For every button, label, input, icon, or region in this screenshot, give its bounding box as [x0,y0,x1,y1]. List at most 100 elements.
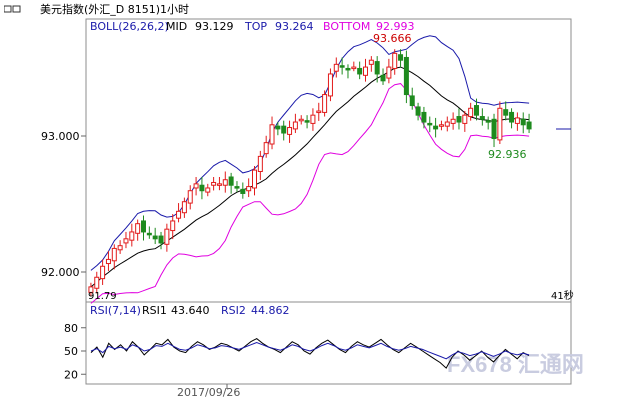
candle-body [479,116,485,120]
rsi1-value: 43.640 [171,304,210,317]
rsi-name: RSI(7,14) [90,304,141,317]
boll-name: BOLL(26,26,2) [90,20,169,33]
candle-body [357,67,363,75]
candle-body [170,220,176,232]
candle-body [234,186,240,189]
candle-body [181,201,187,214]
candle-body [380,74,386,82]
candle-body [409,95,415,107]
high-annotation: 93.666 [373,32,412,45]
candle-body [193,183,199,189]
right-bottom-label: 41秒 [551,289,574,302]
candle-body [403,56,409,96]
low-annotation: 92.936 [488,148,527,161]
boll-top-line [90,35,530,271]
candle-body [421,111,427,123]
candle-body [450,118,456,124]
date-label: 2017/09/26 [177,386,240,399]
boll-top-value: 93.264 [275,20,314,33]
candle-body [339,65,345,68]
window-title: 美元指数(外汇_D 8151)1小时 [40,3,190,16]
candle-body [468,107,474,118]
boll-mid-line [90,66,530,288]
rsi-y-axis: 80 50 20 [64,322,86,381]
candle-body [345,67,351,71]
candle-body [111,247,117,262]
boll-mid-label: MID [166,20,187,33]
boll-mid-value: 93.129 [195,20,234,33]
candle-body [438,124,444,127]
candle-body [152,235,158,240]
chart-window-icon [4,5,21,13]
rsi-plot-frame [85,301,572,385]
candle-body [105,258,111,265]
boll-bottom-line [90,83,530,304]
candle-body [129,231,135,241]
rsi2-value: 44.862 [251,304,290,317]
candle-body [252,169,257,189]
candle-body [263,142,269,155]
candle-body [415,106,421,116]
boll-bottom-label: BOTTOM [323,20,370,33]
watermark: FX678 汇通网 [447,352,584,377]
candle-body [474,105,479,116]
candle-body [304,120,310,123]
y-tick-label-92: 92.000 [41,266,80,279]
candle-body [444,121,450,127]
candle-body [327,73,333,97]
candle-body [187,190,193,204]
title-bar: 美元指数(外汇_D 8151)1小时 [0,0,619,18]
candle-body [222,179,228,186]
candle-body [158,235,164,244]
candle-body [386,66,392,79]
candle-body [228,176,234,186]
candle-body [322,94,328,113]
candle-body [456,116,462,123]
candle-body [520,118,526,126]
boll-top-label: TOP [244,20,267,33]
candle-body [374,61,380,75]
candle-body [117,245,123,251]
candle-body [491,118,497,140]
candle-body [100,265,106,280]
candle-body [281,125,287,134]
candle-body [216,183,222,186]
candle-body [176,210,182,219]
candle-body [269,124,275,145]
candle-body [514,117,520,124]
y-tick-label-93: 93.000 [41,130,80,143]
candle-body [316,110,322,114]
candle-body [392,52,398,69]
candle-body [135,223,141,234]
candle-body [503,109,509,116]
candle-body [363,66,368,76]
candle-body [287,127,293,135]
rsi-y-tick-label: 80 [64,322,78,335]
candle-body [462,114,468,124]
candle-body [240,188,246,194]
candle-body [275,125,281,130]
candle-body [368,59,374,65]
candle-body [497,107,503,141]
candle-body [333,63,339,72]
candle-body [257,155,263,172]
candle-body [211,181,217,186]
candle-body [246,186,252,192]
rsi1-label: RSI1 [142,304,167,317]
candle-body [141,220,146,233]
candle-body [433,125,439,130]
candle-body [146,232,152,236]
candle-body [398,54,404,61]
rsi-y-tick-label: 50 [64,345,78,358]
rsi-series-layer [90,338,530,369]
candle-body [427,122,433,126]
left-bottom-label: 91.79 [88,291,117,302]
candle-body [485,120,491,123]
candle-body [310,114,316,124]
boll-bottom-value: 92.993 [376,20,415,33]
main-series-layer [88,35,532,304]
candle-body [88,286,94,293]
candle-body [526,121,532,130]
candle-body [509,111,515,123]
